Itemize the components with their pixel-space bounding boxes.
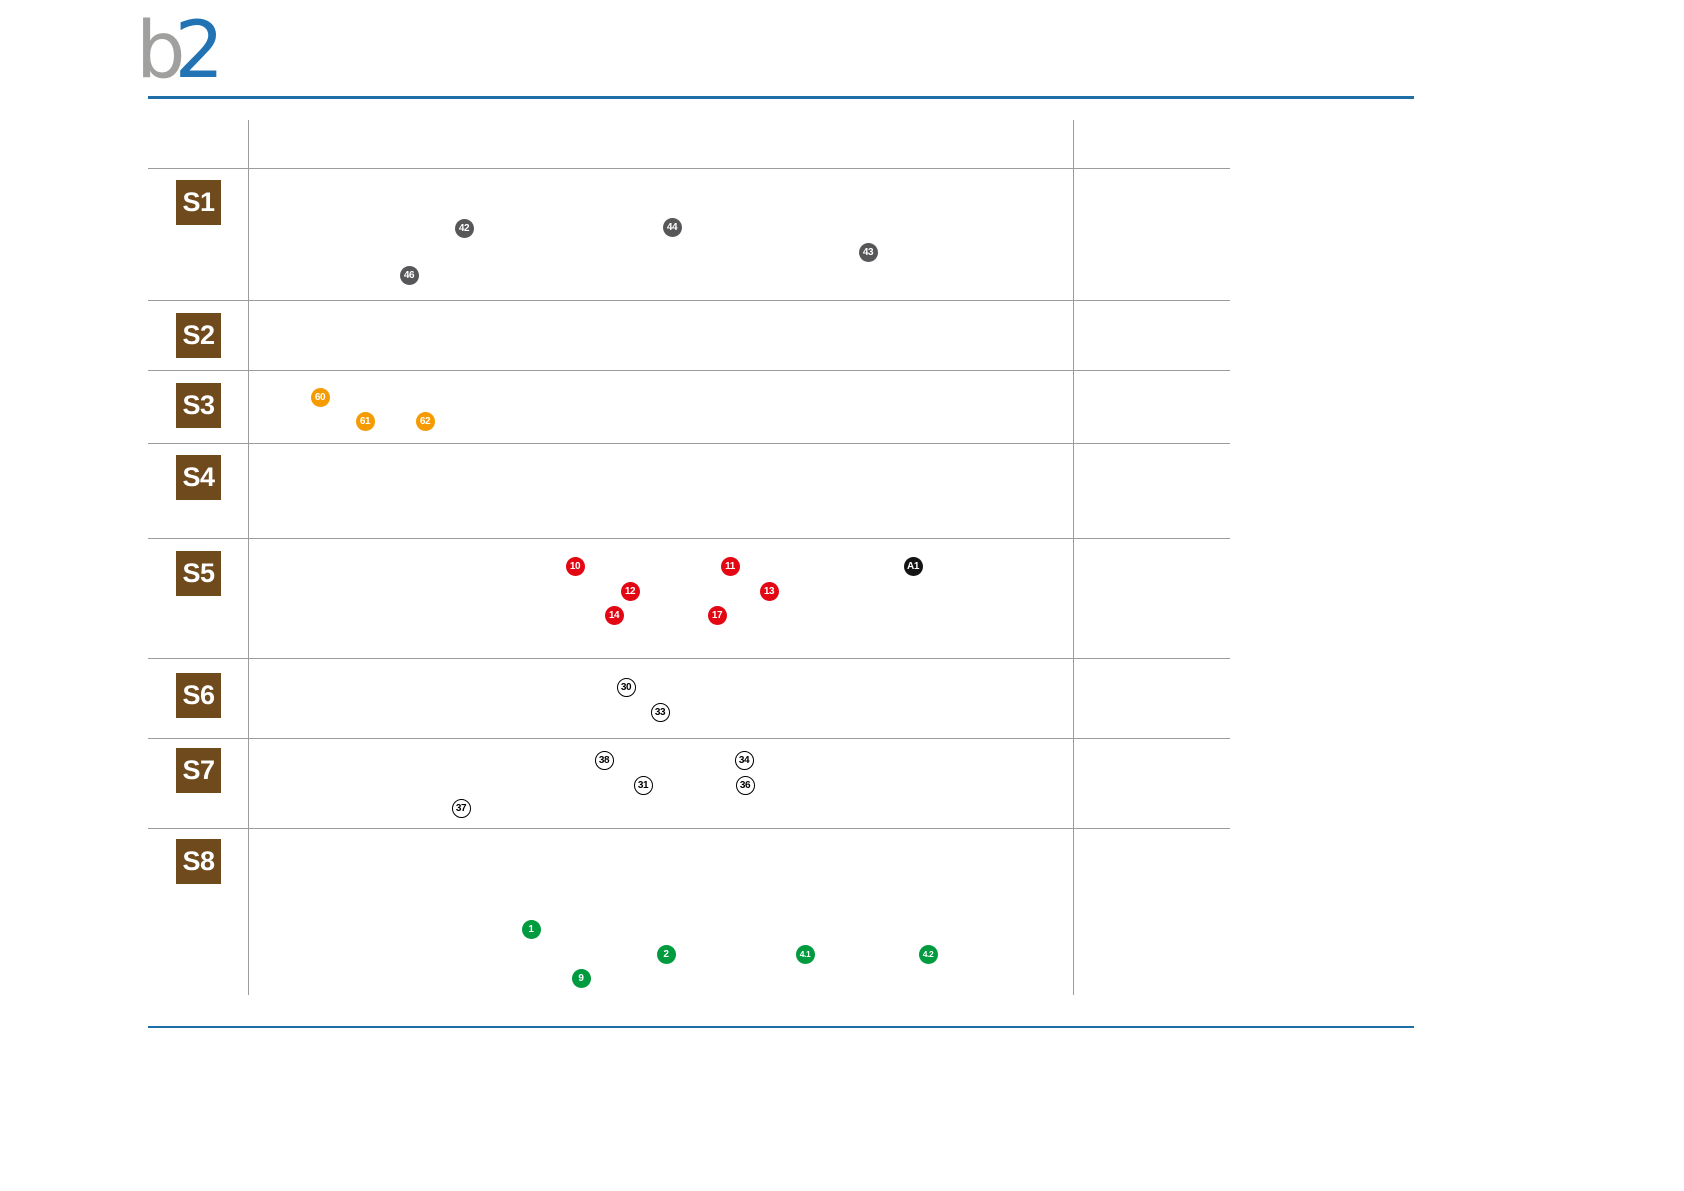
row-divider xyxy=(148,370,1230,371)
marker-34: 34 xyxy=(734,750,754,770)
marker-62: 62 xyxy=(415,411,435,431)
marker-46: 46 xyxy=(399,265,419,285)
marker-43: 43 xyxy=(858,242,878,262)
row-divider xyxy=(148,828,1230,829)
logo-letter-b: b xyxy=(136,6,186,96)
marker-37: 37 xyxy=(451,798,471,818)
row-label-s3: S3 xyxy=(176,383,221,428)
row-label-s7: S7 xyxy=(176,748,221,793)
marker-10: 10 xyxy=(565,556,585,576)
row-divider xyxy=(148,738,1230,739)
marker-38: 38 xyxy=(594,750,614,770)
marker-4.1: 4.1 xyxy=(795,944,815,964)
row-label-s6: S6 xyxy=(176,673,221,718)
marker-14: 14 xyxy=(604,605,624,625)
marker-36: 36 xyxy=(735,775,755,795)
marker-30: 30 xyxy=(616,677,636,697)
marker-1: 1 xyxy=(521,919,541,939)
row-divider xyxy=(148,300,1230,301)
marker-4.2: 4.2 xyxy=(918,944,938,964)
marker-9: 9 xyxy=(571,968,591,988)
marker-33: 33 xyxy=(650,702,670,722)
row-divider xyxy=(148,658,1230,659)
marker-12: 12 xyxy=(620,581,640,601)
marker-A1: A1 xyxy=(903,556,923,576)
header-rule xyxy=(148,96,1414,99)
marker-11: 11 xyxy=(720,556,740,576)
marker-61: 61 xyxy=(355,411,375,431)
footer-rule xyxy=(148,1026,1414,1028)
row-divider xyxy=(148,443,1230,444)
marker-42: 42 xyxy=(454,218,474,238)
marker-17: 17 xyxy=(707,605,727,625)
marker-31: 31 xyxy=(633,775,653,795)
logo-digit-2: 2 xyxy=(174,6,225,96)
row-label-s2: S2 xyxy=(176,313,221,358)
table-column-divider xyxy=(248,120,249,995)
table-column-divider xyxy=(1073,120,1074,995)
row-divider xyxy=(148,168,1230,169)
row-label-s5: S5 xyxy=(176,551,221,596)
row-label-s1: S1 xyxy=(176,180,221,225)
marker-2: 2 xyxy=(656,944,676,964)
row-divider xyxy=(148,538,1230,539)
row-label-s8: S8 xyxy=(176,839,221,884)
marker-60: 60 xyxy=(310,387,330,407)
marker-44: 44 xyxy=(662,217,682,237)
logo: b2 xyxy=(136,12,224,90)
marker-13: 13 xyxy=(759,581,779,601)
row-label-s4: S4 xyxy=(176,455,221,500)
